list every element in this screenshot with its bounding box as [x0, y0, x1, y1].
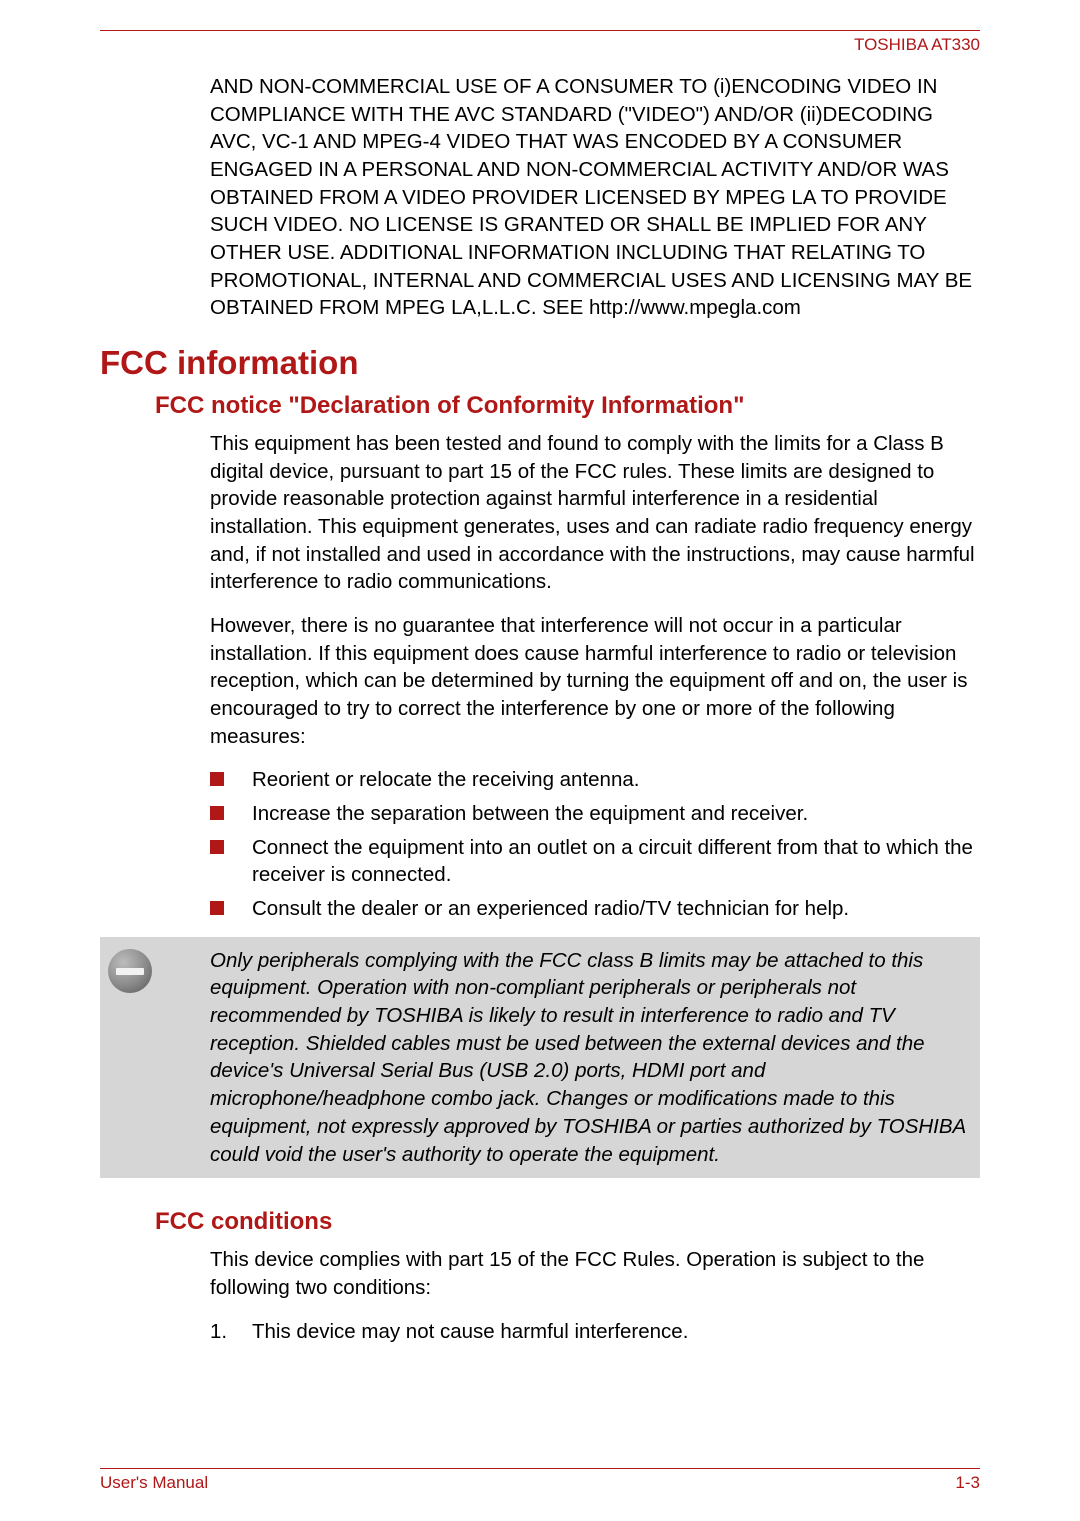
list-item: Consult the dealer or an experienced rad… [210, 895, 980, 923]
note-text: Only peripherals complying with the FCC … [160, 947, 968, 1168]
list-number: 1. [210, 1318, 252, 1346]
bullet-text: Reorient or relocate the receiving anten… [252, 766, 980, 794]
note-icon-wrap [100, 947, 160, 993]
fcc-conditions-para: This device complies with part 15 of the… [210, 1246, 980, 1301]
fcc-conditions-heading: FCC conditions [155, 1208, 980, 1236]
square-bullet-icon [210, 840, 224, 854]
fcc-notice-para2: However, there is no guarantee that inte… [210, 612, 980, 750]
note-box: Only peripherals complying with the FCC … [100, 937, 980, 1178]
header-rule [100, 30, 980, 31]
fcc-notice-para1: This equipment has been tested and found… [210, 430, 980, 596]
intro-continuation-text: AND NON-COMMERCIAL USE OF A CONSUMER TO … [210, 73, 980, 322]
footer-rule [100, 1468, 980, 1469]
fcc-conditions-list: 1. This device may not cause harmful int… [210, 1318, 980, 1346]
list-item-text: This device may not cause harmful interf… [252, 1318, 688, 1346]
square-bullet-icon [210, 806, 224, 820]
list-item: 1. This device may not cause harmful int… [210, 1318, 980, 1346]
list-item: Reorient or relocate the receiving anten… [210, 766, 980, 794]
bullet-text: Increase the separation between the equi… [252, 800, 980, 828]
header-brand: TOSHIBA AT330 [100, 35, 980, 55]
fcc-notice-heading: FCC notice "Declaration of Conformity In… [155, 392, 980, 420]
bullet-text: Connect the equipment into an outlet on … [252, 834, 980, 889]
square-bullet-icon [210, 772, 224, 786]
footer-page-number: 1-3 [955, 1473, 980, 1493]
list-item: Increase the separation between the equi… [210, 800, 980, 828]
list-item: Connect the equipment into an outlet on … [210, 834, 980, 889]
footer-left: User's Manual [100, 1473, 208, 1493]
bullet-text: Consult the dealer or an experienced rad… [252, 895, 980, 923]
page-footer: User's Manual 1-3 [100, 1468, 980, 1493]
fcc-information-heading: FCC information [100, 344, 980, 382]
square-bullet-icon [210, 901, 224, 915]
fcc-measures-list: Reorient or relocate the receiving anten… [210, 766, 980, 922]
note-icon [108, 949, 152, 993]
